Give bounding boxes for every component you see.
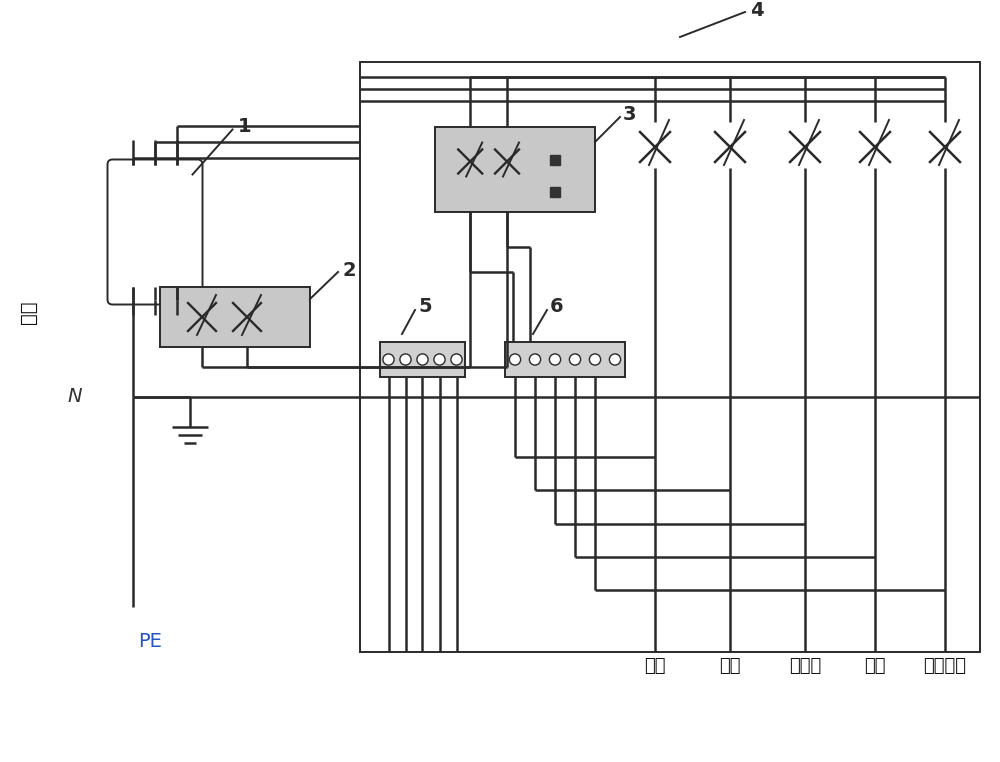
- Bar: [435, 127, 595, 212]
- Text: 4: 4: [750, 1, 764, 20]
- Text: 5: 5: [418, 297, 432, 316]
- Text: 1: 1: [238, 117, 251, 136]
- Circle shape: [509, 354, 521, 365]
- Text: 火线: 火线: [19, 300, 38, 324]
- Text: N: N: [67, 388, 82, 406]
- Bar: [505, 342, 625, 377]
- Circle shape: [451, 354, 462, 365]
- FancyBboxPatch shape: [108, 159, 202, 305]
- Text: 卫生间: 卫生间: [789, 657, 821, 675]
- Bar: [380, 342, 465, 377]
- Circle shape: [589, 354, 601, 365]
- Circle shape: [417, 354, 428, 365]
- Text: 6: 6: [550, 297, 564, 316]
- Text: 照明: 照明: [644, 657, 666, 675]
- Bar: [360, 62, 980, 652]
- Circle shape: [529, 354, 541, 365]
- Circle shape: [383, 354, 394, 365]
- Text: PE: PE: [138, 632, 162, 651]
- Text: 空调: 空调: [864, 657, 886, 675]
- Text: 3: 3: [623, 105, 637, 124]
- Bar: [550, 187, 560, 197]
- Text: 2: 2: [342, 261, 356, 280]
- Circle shape: [400, 354, 411, 365]
- Circle shape: [569, 354, 581, 365]
- Text: 厨房: 厨房: [719, 657, 741, 675]
- Bar: [160, 287, 310, 347]
- Text: 一般插座: 一般插座: [923, 657, 966, 675]
- Circle shape: [549, 354, 561, 365]
- Circle shape: [434, 354, 445, 365]
- Bar: [550, 155, 560, 165]
- Circle shape: [609, 354, 621, 365]
